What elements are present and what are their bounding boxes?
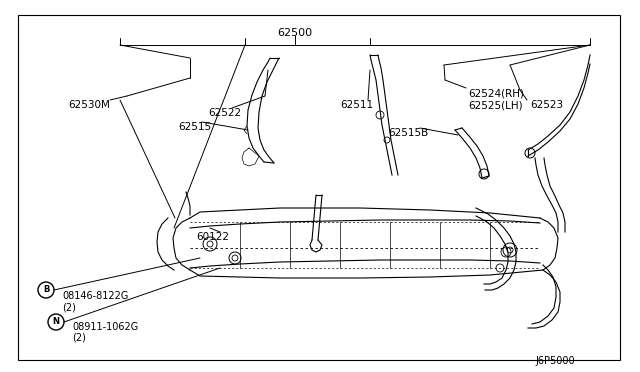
Text: (2): (2) [62, 302, 76, 312]
Text: (2): (2) [72, 333, 86, 343]
Text: 62522: 62522 [208, 108, 241, 118]
Text: 62515B: 62515B [388, 128, 428, 138]
Text: 62523: 62523 [530, 100, 563, 110]
Text: 62500: 62500 [277, 28, 312, 38]
Text: 62524(RH): 62524(RH) [468, 88, 524, 98]
Text: 60122: 60122 [196, 232, 229, 242]
Text: 62511: 62511 [340, 100, 373, 110]
Text: 62525(LH): 62525(LH) [468, 100, 523, 110]
Text: 62515: 62515 [178, 122, 211, 132]
Text: 62530M: 62530M [68, 100, 110, 110]
Text: B: B [43, 285, 49, 295]
Text: J6P5000: J6P5000 [536, 356, 575, 366]
Text: 08146-8122G: 08146-8122G [62, 291, 129, 301]
Text: N: N [52, 317, 60, 327]
Text: 08911-1062G: 08911-1062G [72, 322, 138, 332]
